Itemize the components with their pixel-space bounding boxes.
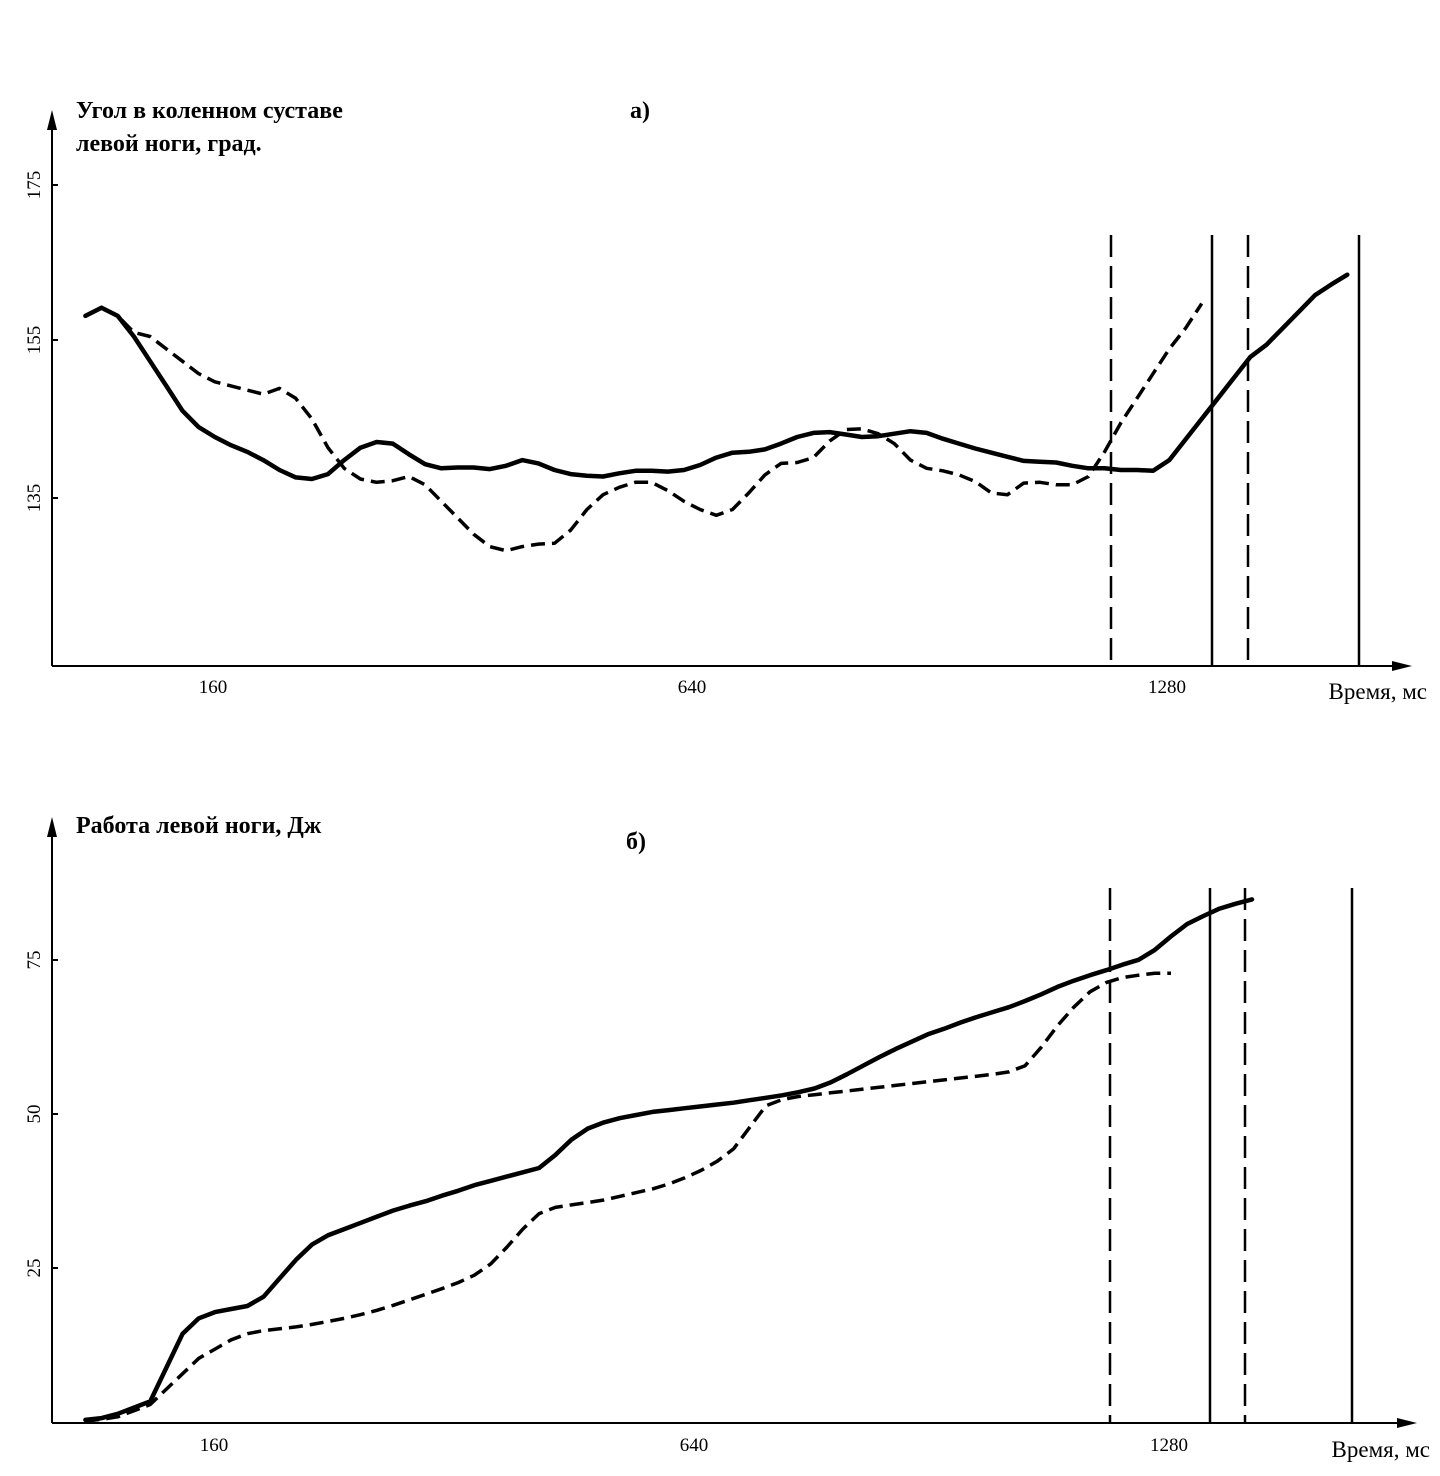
y-tick-label: 155 <box>24 326 45 355</box>
y-ticks: 175 155 135 <box>24 171 58 513</box>
y-tick-label: 25 <box>24 1259 45 1278</box>
vertical-markers <box>1109 235 1361 666</box>
x-tick-label: 160 <box>199 677 228 698</box>
x-ticks: 160 640 1280 <box>200 1435 1188 1456</box>
y-axis-arrow <box>47 110 57 130</box>
y-tick-label: 50 <box>24 1105 45 1124</box>
x-tick-label: 1280 <box>1148 677 1186 698</box>
chart-work: Работа левой ноги, Дж б) 75 50 25 160 64… <box>24 813 1430 1462</box>
x-axis-label: Время, мс <box>1329 679 1427 704</box>
x-axis-arrow <box>1397 1418 1417 1428</box>
panel-label: б) <box>626 829 646 855</box>
x-axis-label: Время, мс <box>1332 1437 1430 1462</box>
x-tick-label: 640 <box>678 677 707 698</box>
chart-knee-angle: Угол в коленном суставе левой ноги, град… <box>24 98 1427 704</box>
y-axis-arrow <box>47 817 57 837</box>
x-tick-label: 160 <box>200 1435 229 1456</box>
chart-title: Работа левой ноги, Дж <box>76 813 322 839</box>
x-tick-label: 640 <box>680 1435 709 1456</box>
y-tick-label: 75 <box>24 951 45 970</box>
series-dashed-line <box>85 971 1171 1423</box>
chart-title-line-2: левой ноги, град. <box>76 131 262 157</box>
y-ticks: 75 50 25 <box>24 951 58 1278</box>
x-ticks: 160 640 1280 <box>199 677 1186 698</box>
panel-label: а) <box>630 98 650 124</box>
x-axis-arrow <box>1392 661 1412 671</box>
vertical-markers <box>1108 888 1354 1423</box>
x-tick-label: 1280 <box>1150 1435 1188 1456</box>
series-solid-line <box>83 272 1350 482</box>
series-dashed-line <box>84 302 1204 553</box>
y-tick-label: 175 <box>24 171 45 200</box>
y-tick-label: 135 <box>24 484 45 513</box>
chart-title-line-1: Угол в коленном суставе <box>76 98 343 124</box>
series-solid-line <box>83 897 1255 1423</box>
